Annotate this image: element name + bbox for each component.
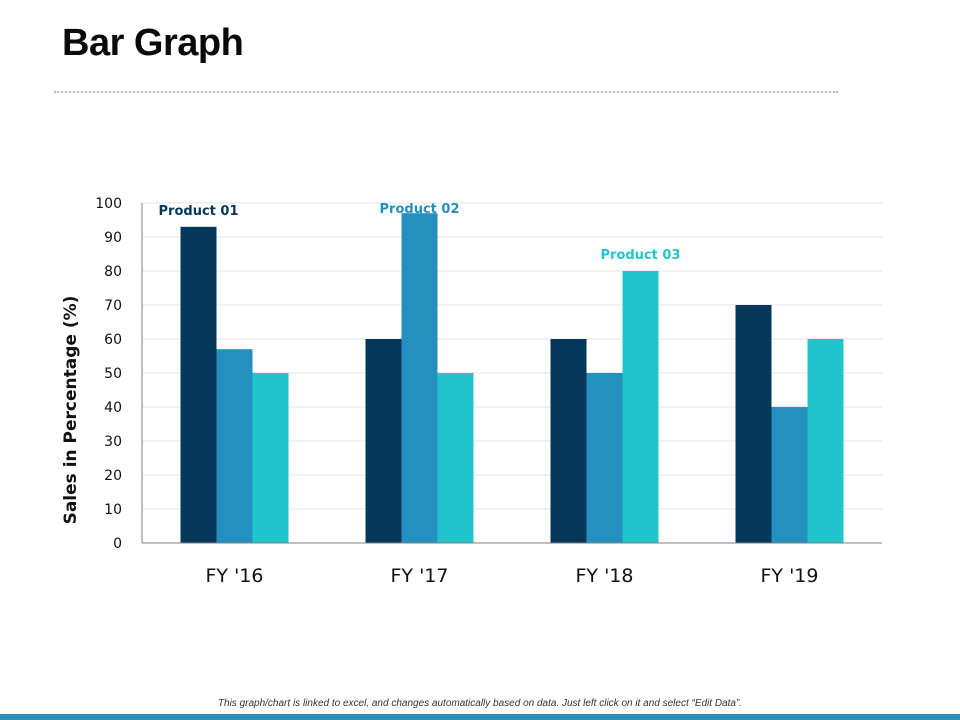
bars bbox=[180, 213, 844, 544]
y-axis-title: Sales in Percentage (%) bbox=[61, 296, 81, 525]
labels: 0 10 20 30 40 50 60 70 80 90 100 FY '16 FY '17 FY '18… bbox=[61, 196, 818, 587]
y-tick-label: 50 bbox=[104, 366, 122, 382]
y-tick-label: 0 bbox=[113, 536, 122, 552]
x-category-label: FY '16 bbox=[206, 565, 264, 587]
title-divider bbox=[54, 91, 838, 93]
y-tick-label: 70 bbox=[104, 298, 122, 314]
bar-product-03-0[interactable] bbox=[252, 373, 289, 543]
series-label-product-01: Product 01 bbox=[159, 204, 239, 219]
bar-product-02-2[interactable] bbox=[586, 373, 623, 543]
bar-product-01-3[interactable] bbox=[735, 305, 772, 543]
y-tick-label: 20 bbox=[104, 468, 122, 484]
bar-product-01-1[interactable] bbox=[365, 339, 402, 543]
y-tick-label: 60 bbox=[104, 332, 122, 348]
y-tick-label: 10 bbox=[104, 502, 122, 518]
footnote: This graph/chart is linked to excel, and… bbox=[217, 698, 743, 709]
y-tick-label: 30 bbox=[104, 434, 122, 450]
series-label-product-02: Product 02 bbox=[380, 202, 460, 217]
page-title: Bar Graph bbox=[62, 22, 244, 64]
bar-product-01-0[interactable] bbox=[180, 226, 217, 544]
y-tick-label: 90 bbox=[104, 230, 122, 246]
bar-product-03-3[interactable] bbox=[807, 339, 844, 543]
axes bbox=[141, 203, 882, 544]
y-tick-label: 100 bbox=[95, 196, 122, 212]
bar-product-03-2[interactable] bbox=[622, 271, 659, 543]
y-tick-label: 40 bbox=[104, 400, 122, 416]
y-tick-label: 80 bbox=[104, 264, 122, 280]
bar-product-01-2[interactable] bbox=[550, 339, 587, 543]
bar-product-02-1[interactable] bbox=[401, 213, 438, 543]
x-category-label: FY '18 bbox=[576, 565, 634, 587]
bar-product-02-3[interactable] bbox=[771, 407, 808, 543]
bar-product-03-1[interactable] bbox=[437, 373, 474, 543]
x-category-label: FY '19 bbox=[761, 565, 819, 587]
series-label-product-03: Product 03 bbox=[601, 248, 681, 263]
x-category-label: FY '17 bbox=[391, 565, 449, 587]
bottom-accent-bar bbox=[0, 714, 960, 720]
bar-product-02-0[interactable] bbox=[216, 349, 253, 543]
